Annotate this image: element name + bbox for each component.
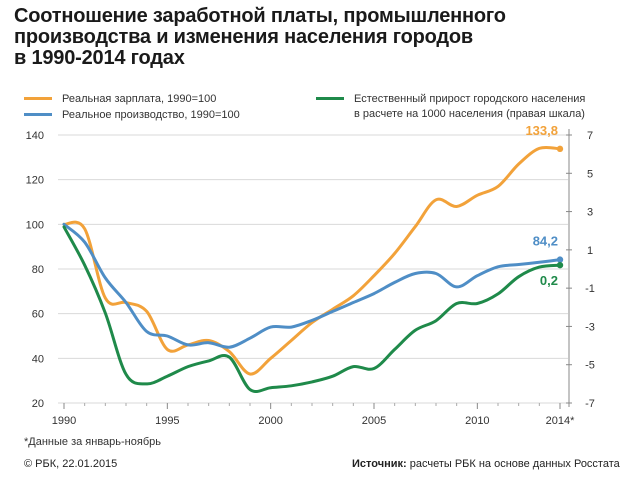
series [62,145,564,394]
y-tick-label-right: 7 [587,130,593,142]
series-line-production [62,222,562,349]
title-line-1: Соотношение заработной платы, промышленн… [14,5,506,27]
legend-population: Естественный прирост городского населени… [316,92,616,122]
y-tick-label-left: 60 [32,309,44,321]
y-tick-label-right: -5 [585,360,595,372]
legend-production-swatch [24,113,52,116]
legend-population-swatch [316,97,344,100]
end-labels: 133,8 84,2 0,2 [525,123,558,288]
y-tick-label-left: 80 [32,264,44,276]
x-tick-label: 2014* [546,415,575,427]
series-end-marker [556,261,564,269]
legend-population-label-1: Естественный прирост городского населени… [354,93,586,105]
legend-production-label: Реальное производство, 1990=100 [62,109,240,121]
end-value-label: 84,2 [533,234,558,249]
y-tick-label-left: 40 [32,353,44,365]
y-tick-label-left: 140 [26,130,44,142]
y-tick-label-left: 120 [26,175,44,187]
x-tick-label: 1995 [155,415,179,427]
x-tick-label: 2000 [258,415,282,427]
source-text: расчеты РБК на основе данных Росстата [406,458,620,470]
x-tick-label: 1990 [52,415,76,427]
grid [58,134,568,404]
x-tick-label: 2010 [465,415,489,427]
series-line-wage [62,145,562,376]
copyright: © РБК, 22.01.2015 [24,458,118,470]
series-end-marker [556,256,564,263]
y-tick-label-right: 1 [587,245,593,257]
series-end-marker [556,145,564,153]
legend-production: Реальное производство, 1990=100 [24,108,284,122]
end-value-label: 133,8 [525,123,558,138]
end-value-label: 0,2 [540,273,558,288]
chart-title: Соотношение заработной платы, промышленн… [14,6,604,69]
footnote: *Данные за январь-ноябрь [24,436,161,448]
source: Источник: расчеты РБК на основе данных Р… [352,458,620,470]
y-tick-label-right: -3 [585,321,595,333]
y-tick-label-right: 3 [587,207,593,219]
legend-wage: Реальная зарплата, 1990=100 [24,92,284,106]
legend-wage-swatch [24,97,52,100]
legend-wage-label: Реальная зарплата, 1990=100 [62,93,217,105]
y-tick-label-right: -7 [585,398,595,410]
title-line-2: производства и изменения населения город… [14,26,473,48]
source-label: Источник: [352,458,407,470]
y-tick-label-right: -1 [585,283,595,295]
legend-population-label-2: в расчете на 1000 населения (правая шкал… [354,108,585,120]
x-tick-label: 2005 [362,415,386,427]
y-tick-label-right: 5 [587,168,593,180]
y-tick-label-left: 20 [32,398,44,410]
series-line-population [62,225,562,394]
title-line-3: в 1990-2014 годах [14,47,185,69]
y-tick-label-left: 100 [26,219,44,231]
axes: 20 40 60 80 100 120 140 -7 -5 -3 -1 1 3 5 7 1990 1995 200… [26,129,595,427]
